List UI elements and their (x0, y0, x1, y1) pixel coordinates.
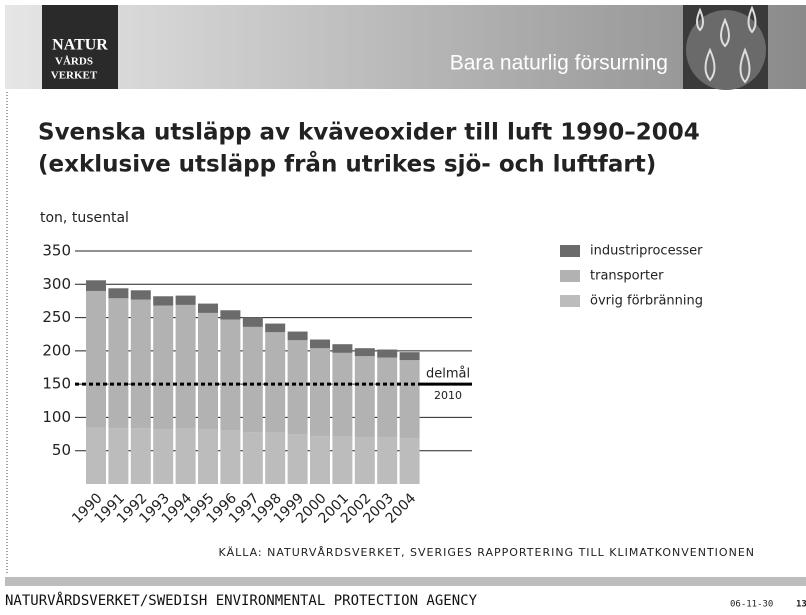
logo-text: VERKET (51, 70, 98, 82)
logo-text: NATUR (52, 37, 108, 54)
bar-segment (220, 431, 240, 484)
bar-segment (176, 305, 196, 429)
y-axis-label: ton, tusental (40, 210, 129, 226)
bar-segment (310, 348, 330, 436)
bar-segment (153, 429, 173, 484)
footer-agency: NATURVÅRDSVERKET/SWEDISH ENVIRONMENTAL P… (5, 592, 478, 609)
target-label: delmål (426, 367, 470, 382)
footer-page: 13 (796, 600, 806, 610)
bar-segment (243, 432, 263, 484)
bar-segment (108, 428, 128, 484)
bar-segment (400, 352, 420, 360)
bar-segment (265, 324, 285, 333)
bar-segment (400, 438, 420, 484)
slide: NATUR VÅRDS VERKET Bara naturlig försurn… (0, 0, 806, 611)
y-tick-label: 150 (42, 375, 71, 393)
bar-segment (86, 291, 106, 427)
bar-segment (310, 340, 330, 349)
header-title: Bara naturlig försurning (450, 52, 668, 75)
bar-segment (265, 433, 285, 484)
bar-segment (400, 360, 420, 438)
y-tick-label: 50 (52, 441, 71, 459)
bar-segment (86, 280, 106, 291)
bar-segment (288, 434, 308, 484)
bar-segment (131, 300, 151, 428)
bar-segment (310, 436, 330, 484)
bar-segment (220, 310, 240, 319)
bar-segment (288, 332, 308, 341)
legend-label: övrig förbränning (590, 294, 703, 309)
legend-swatch (560, 295, 580, 307)
bar-segment (198, 313, 218, 430)
legend-swatch (560, 245, 580, 257)
y-tick-label: 200 (42, 341, 71, 359)
footer-bar (5, 577, 806, 586)
bar-segment (332, 344, 352, 353)
bar-segment (131, 290, 151, 299)
y-tick-label: 250 (42, 308, 71, 326)
bar-segment (108, 288, 128, 298)
legend-label: transporter (590, 269, 664, 284)
bar-segment (198, 304, 218, 313)
bar-segment (108, 298, 128, 428)
bar-segment (220, 320, 240, 431)
bar-segment (243, 318, 263, 327)
bar-segment (377, 350, 397, 358)
bar-segment (355, 348, 375, 356)
legend-swatch (560, 270, 580, 282)
bar-segment (131, 428, 151, 484)
bar-segment (332, 437, 352, 484)
bar-segment (176, 429, 196, 484)
logo-text: VÅRDS (55, 56, 93, 68)
y-tick-label: 300 (42, 275, 71, 293)
bar-segment (198, 429, 218, 484)
target-year: 2010 (434, 389, 462, 402)
bar-segment (265, 332, 285, 433)
y-tick-label: 350 (42, 242, 71, 260)
y-tick-label: 100 (42, 408, 71, 426)
bar-segment (153, 306, 173, 430)
chart-title: Svenska utsläpp av kväveoxider till luft… (38, 120, 700, 146)
bar-segment (377, 437, 397, 484)
bar-segment (332, 353, 352, 437)
page: {"header": {"logo": ["NATUR", "VÅRDS", "… (0, 0, 806, 611)
footer-date: 06-11-30 (730, 600, 773, 610)
bar-segment (355, 437, 375, 484)
bar-segment (355, 356, 375, 437)
bar-segment (86, 427, 106, 484)
bar-segment (243, 327, 263, 432)
chart-title: (exklusive utsläpp från utrikes sjö- och… (38, 151, 656, 178)
bar-segment (288, 340, 308, 434)
legend-label: industriprocesser (590, 244, 703, 259)
bar-segment (176, 296, 196, 305)
source: KÄLLA: NATURVÅRDSVERKET, SVERIGES RAPPOR… (219, 546, 755, 559)
bar-segment (153, 296, 173, 305)
bar-segment (377, 358, 397, 438)
